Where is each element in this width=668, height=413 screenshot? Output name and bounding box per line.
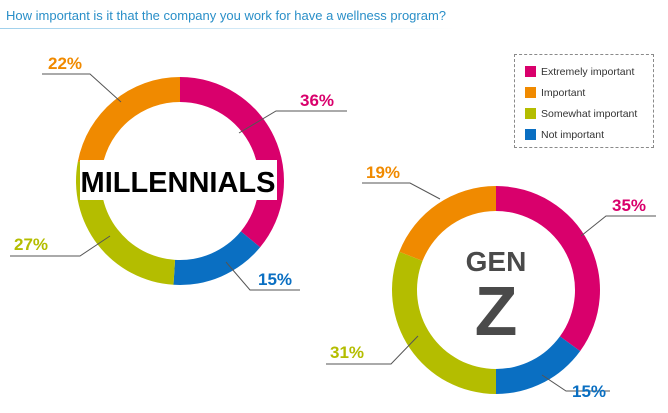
z-not-pct: 15%	[572, 382, 606, 401]
donut-2-segment-important	[399, 186, 496, 261]
leader-line-m-somewhat	[10, 235, 111, 257]
m-not-pct: 15%	[258, 270, 292, 289]
chart-title: How important is it that the company you…	[6, 8, 447, 23]
z-somewhat-pct: 31%	[330, 343, 364, 362]
legend-label: Not important	[541, 128, 605, 141]
leader-line-z-not	[541, 374, 610, 392]
genz-center-label-line1: GEN	[466, 246, 527, 277]
millennials-center-label: MILLENNIALS	[81, 167, 276, 199]
m-somewhat-pct: 27%	[14, 235, 48, 254]
legend-label: Important	[541, 86, 586, 99]
donut-2-segment-not-important	[496, 336, 581, 394]
title-rule	[0, 28, 456, 29]
legend-label: Extremely important	[541, 65, 635, 78]
m-extremely-pct: 36%	[300, 91, 334, 110]
donut-1-segment-extremely-important	[180, 77, 285, 248]
legend-item-somewhat: Somewhat important	[525, 103, 653, 124]
legend-swatch	[525, 87, 536, 98]
legend: Extremely important Important Somewhat i…	[514, 54, 654, 148]
genz-center-label-line2: Z	[475, 272, 518, 350]
legend-swatch	[525, 66, 536, 77]
z-important-pct: 19%	[366, 163, 400, 182]
leader-line-m-extremely	[238, 110, 347, 134]
legend-swatch	[525, 129, 536, 140]
leader-line-z-important	[362, 182, 441, 200]
leader-line-z-somewhat	[326, 335, 419, 365]
genz-donut	[392, 186, 601, 394]
z-extremely-pct: 35%	[612, 196, 646, 215]
leader-line-m-not	[225, 261, 300, 291]
donut-2-segment-somewhat-important	[392, 251, 496, 394]
donut-1-segment-important	[77, 77, 180, 167]
legend-item-not: Not important	[525, 124, 653, 145]
leader-line-z-extremely	[580, 215, 656, 237]
donut-2-segment-extremely-important	[496, 186, 601, 352]
legend-item-extremely: Extremely important	[525, 61, 653, 82]
m-important-pct: 22%	[48, 54, 82, 73]
leader-line-m-important	[42, 73, 122, 103]
donut-1-segment-not-important	[173, 231, 261, 285]
legend-item-important: Important	[525, 82, 653, 103]
legend-label: Somewhat important	[541, 107, 638, 120]
legend-swatch	[525, 108, 536, 119]
millennials-label-box	[80, 160, 277, 200]
